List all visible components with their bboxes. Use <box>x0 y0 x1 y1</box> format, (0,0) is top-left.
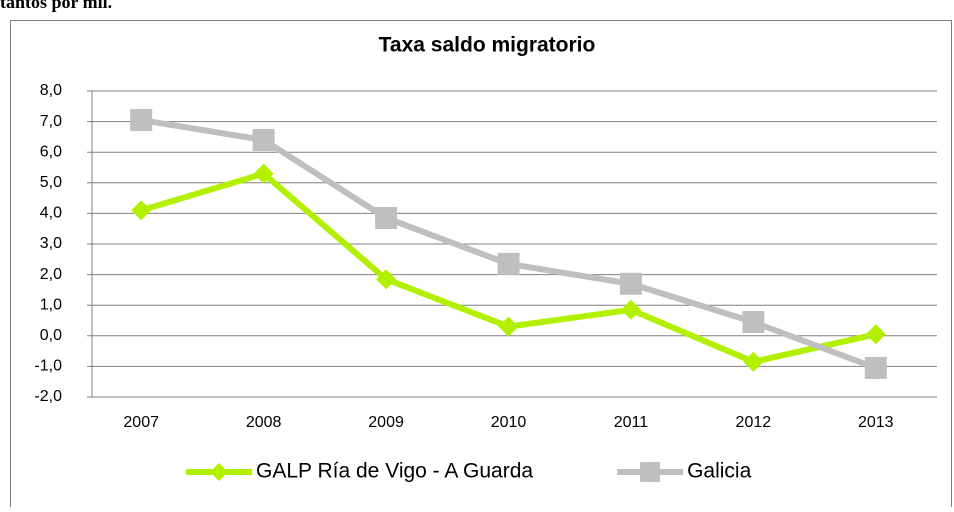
point <box>210 463 228 481</box>
point <box>742 311 765 334</box>
point <box>131 200 152 221</box>
x-tick-label: 2013 <box>858 414 894 431</box>
x-tick-label: 2010 <box>491 414 527 431</box>
point <box>864 356 887 379</box>
point <box>253 163 274 184</box>
y-tick-label: 8,0 <box>40 82 62 99</box>
y-tick-label: 6,0 <box>40 143 62 160</box>
y-tick-label: 5,0 <box>40 174 62 191</box>
chart-title: Taxa saldo migratorio <box>379 34 596 57</box>
y-tick-label: 2,0 <box>40 266 62 283</box>
point <box>640 462 661 482</box>
x-tick-label: 2012 <box>736 414 772 431</box>
x-tick-label: 2009 <box>368 414 404 431</box>
y-tick-label: 0,0 <box>40 327 62 344</box>
chart-frame <box>10 20 952 511</box>
legend-label: Galicia <box>687 460 752 483</box>
point <box>620 299 641 320</box>
point <box>865 324 886 345</box>
point <box>498 316 519 337</box>
x-tick-label: 2011 <box>614 414 649 431</box>
y-tick-label: 3,0 <box>40 235 62 252</box>
legend-label: GALP Ría de Vigo - A Guarda <box>256 460 533 483</box>
point <box>497 252 520 275</box>
y-tick-label: -1,0 <box>34 358 62 375</box>
point <box>252 128 275 151</box>
point <box>130 109 153 132</box>
point <box>376 269 397 290</box>
point <box>743 351 764 372</box>
y-tick-label: 1,0 <box>40 296 62 313</box>
point <box>375 206 398 229</box>
caption: tantos por mil. <box>0 0 112 12</box>
x-tick-label: 2008 <box>246 414 282 431</box>
point <box>619 272 642 295</box>
x-tick-label: 2007 <box>123 414 159 431</box>
y-tick-label: 7,0 <box>40 113 62 130</box>
y-tick-label: -2,0 <box>34 388 62 405</box>
y-tick-label: 4,0 <box>40 205 62 222</box>
